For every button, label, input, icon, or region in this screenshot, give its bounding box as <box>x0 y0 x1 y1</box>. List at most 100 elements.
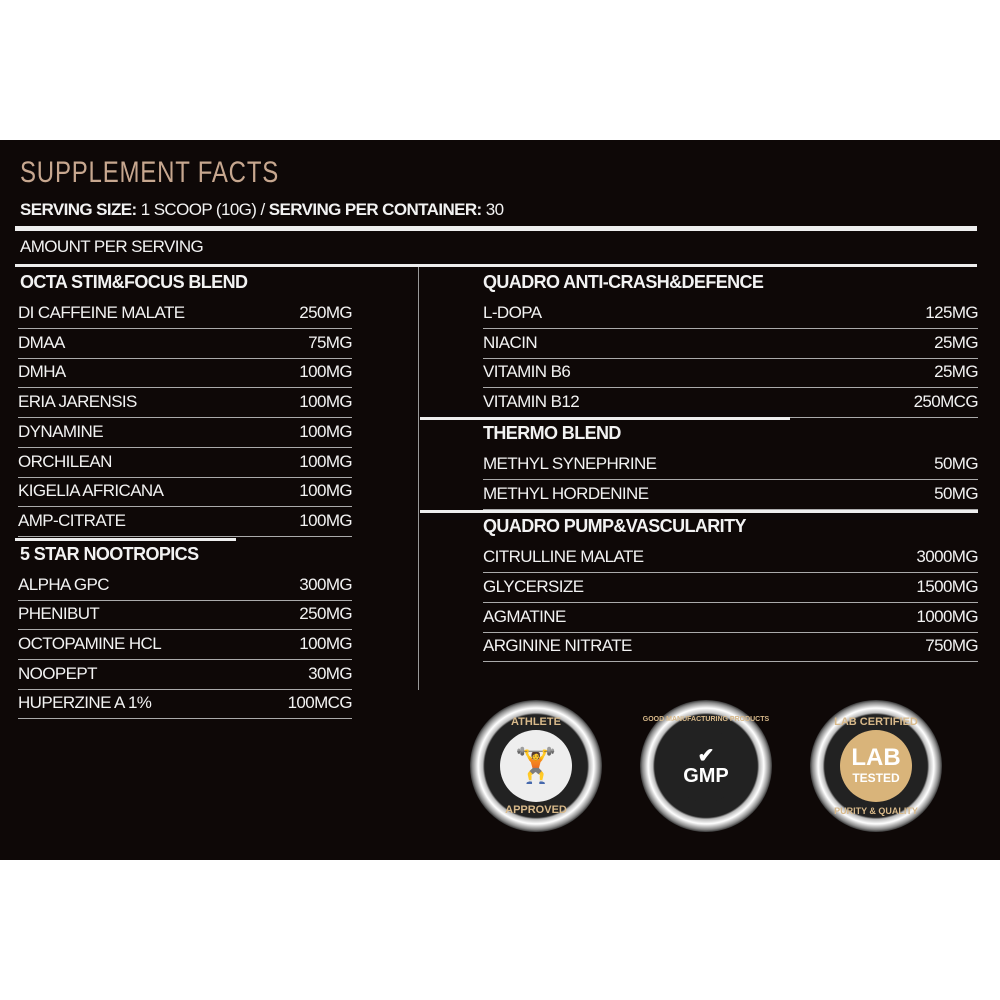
ingredient-row: METHYL SYNEPHRINE 50MG <box>483 449 979 480</box>
ingredient-row: L-DOPA 125MG <box>483 298 979 329</box>
badge-bottom-text: APPROVED <box>505 804 567 816</box>
ingredient-name: NOOPEPT <box>18 663 98 683</box>
ingredient-amount: 30MG <box>308 663 353 683</box>
ingredient-amount: 750MG <box>925 636 978 656</box>
badge-core: LAB TESTED <box>840 730 912 802</box>
serving-size-label: SERVING SIZE: <box>20 200 137 219</box>
ingredient-amount: 25MG <box>934 332 979 352</box>
badge-top-text: GOOD MANUFACTURING PRODUCTS <box>642 716 770 723</box>
badge-center: LAB <box>851 744 901 771</box>
ingredient-name: ARGININE NITRATE <box>483 636 632 656</box>
ingredient-name: AMP-CITRATE <box>18 510 126 530</box>
section-header: QUADRO ANTI-CRASH&DEFENCE <box>483 272 764 292</box>
ingredient-amount: 100MG <box>299 392 352 412</box>
ingredient-row: DMAA 75MG <box>18 328 353 359</box>
ingredient-amount: 250MG <box>299 604 352 624</box>
badge-center2: TESTED <box>852 771 900 785</box>
ingredient-amount: 100MG <box>299 481 352 501</box>
ingredient-amount: 50MG <box>934 453 979 473</box>
section-divider <box>420 510 978 514</box>
ingredient-name: ORCHILEAN <box>18 451 112 471</box>
ingredient-row: METHYL HORDENINE 50MG <box>483 479 979 510</box>
ingredient-name: AGMATINE <box>483 606 566 626</box>
ingredient-row: ALPHA GPC 300MG <box>18 570 353 601</box>
ingredient-row: CITRULLINE MALATE 3000MG <box>483 542 979 574</box>
badge-bottom-text: PURITY & QUALITY <box>834 806 918 816</box>
ingredient-name: ALPHA GPC <box>18 574 110 594</box>
ingredient-name: METHYL SYNEPHRINE <box>483 453 657 473</box>
ingredient-row: AGMATINE 1000MG <box>483 602 979 633</box>
container-label: SERVING PER CONTAINER: <box>268 200 482 219</box>
ingredient-amount: 25MG <box>934 362 979 382</box>
serving-info: SERVING SIZE: 1 SCOOP (10G) / SERVING PE… <box>20 200 504 220</box>
ingredient-name: KIGELIA AFRICANA <box>18 481 164 501</box>
ingredient-amount: 75MG <box>308 332 353 352</box>
ingredient-row: VITAMIN B12 250MCG <box>483 387 979 419</box>
ingredient-name: ERIA JARENSIS <box>18 392 137 412</box>
section-header: OCTA STIM&FOCUS BLEND <box>20 272 248 292</box>
badge-core: 🏋 <box>500 730 572 802</box>
ingredient-name: VITAMIN B12 <box>483 392 580 412</box>
ingredient-name: VITAMIN B6 <box>483 362 571 382</box>
ingredient-name: METHYL HORDENINE <box>483 483 649 503</box>
ingredient-row: OCTOPAMINE HCL 100MG <box>18 629 353 660</box>
ingredient-row: NOOPEPT 30MG <box>18 659 353 690</box>
ingredient-name: HUPERZINE A 1% <box>18 693 152 713</box>
amount-per-serving: AMOUNT PER SERVING <box>20 237 204 256</box>
ingredient-amount: 100MG <box>299 634 352 653</box>
section-header: 5 STAR NOOTROPICS <box>20 543 199 564</box>
title: SUPPLEMENT FACTS <box>20 156 280 189</box>
badge-top-text: LAB CERTIFIED <box>834 716 918 728</box>
ingredient-row: NIACIN 25MG <box>483 328 979 359</box>
ingredient-name: DYNAMINE <box>18 421 104 441</box>
ingredient-name: L-DOPA <box>483 303 542 322</box>
badge-core: ✔ GMP <box>670 730 742 802</box>
section-divider <box>15 537 236 541</box>
checkmark-icon: ✔ <box>697 745 715 767</box>
ingredient-name: DMHA <box>18 362 66 382</box>
section-divider <box>420 416 790 420</box>
ingredient-amount: 100MG <box>299 362 352 382</box>
ingredient-name: PHENIBUT <box>18 604 100 624</box>
ingredient-row: DI CAFFEINE MALATE 250MG <box>18 298 353 329</box>
section-header: THERMO BLEND <box>483 422 621 443</box>
ingredient-amount: 250MG <box>299 303 352 322</box>
column-divider <box>418 267 419 690</box>
ingredient-name: CITRULLINE MALATE <box>483 547 644 567</box>
divider <box>15 264 977 267</box>
badge-lab-tested: LAB CERTIFIED LAB TESTED PURITY & QUALITY <box>810 700 942 832</box>
ingredient-amount: 300MG <box>299 574 352 594</box>
ingredient-amount: 1000MG <box>916 606 978 626</box>
badge-gmp: GOOD MANUFACTURING PRODUCTS ✔ GMP <box>640 700 772 832</box>
supplement-facts-panel: SUPPLEMENT FACTS SERVING SIZE: 1 SCOOP (… <box>0 140 1000 860</box>
ingredient-name: NIACIN <box>483 332 538 352</box>
ingredient-row: VITAMIN B6 25MG <box>483 357 979 389</box>
ingredient-amount: 1500MG <box>916 576 978 596</box>
ingredient-row: PHENIBUT 250MG <box>18 599 353 631</box>
ingredient-row: ERIA JARENSIS 100MG <box>18 387 353 419</box>
divider <box>15 226 977 231</box>
ingredient-row: GLYCERSIZE 1500MG <box>483 572 979 603</box>
badge-athlete-approved: ATHLETE 🏋 APPROVED <box>470 700 602 832</box>
ingredient-row: ARGININE NITRATE 750MG <box>483 631 979 663</box>
serving-size-value: 1 SCOOP (10G) / <box>140 200 266 219</box>
section-header: QUADRO PUMP&VASCULARITY <box>483 516 746 537</box>
ingredient-amount: 100MG <box>299 421 352 441</box>
ingredient-name: OCTOPAMINE HCL <box>18 634 162 653</box>
ingredient-row: DMHA 100MG <box>18 357 353 389</box>
ingredient-amount: 100MG <box>299 451 352 471</box>
ingredient-row: KIGELIA AFRICANA 100MG <box>18 476 353 508</box>
ingredient-name: GLYCERSIZE <box>483 576 584 596</box>
ingredient-amount: 125MG <box>925 303 978 322</box>
ingredient-amount: 3000MG <box>916 547 978 567</box>
ingredient-name: DMAA <box>18 332 65 352</box>
ingredient-row: ORCHILEAN 100MG <box>18 447 353 478</box>
ingredient-name: DI CAFFEINE MALATE <box>18 303 185 322</box>
ingredient-amount: 100MG <box>299 510 352 530</box>
ingredient-row: DYNAMINE 100MG <box>18 417 353 448</box>
badge-top-text: ATHLETE <box>511 716 561 728</box>
badge-center: GMP <box>683 765 729 787</box>
ingredient-amount: 50MG <box>934 483 979 503</box>
ingredient-row: AMP-CITRATE 100MG <box>18 506 353 537</box>
ingredient-row: HUPERZINE A 1% 100MCG <box>18 688 353 720</box>
